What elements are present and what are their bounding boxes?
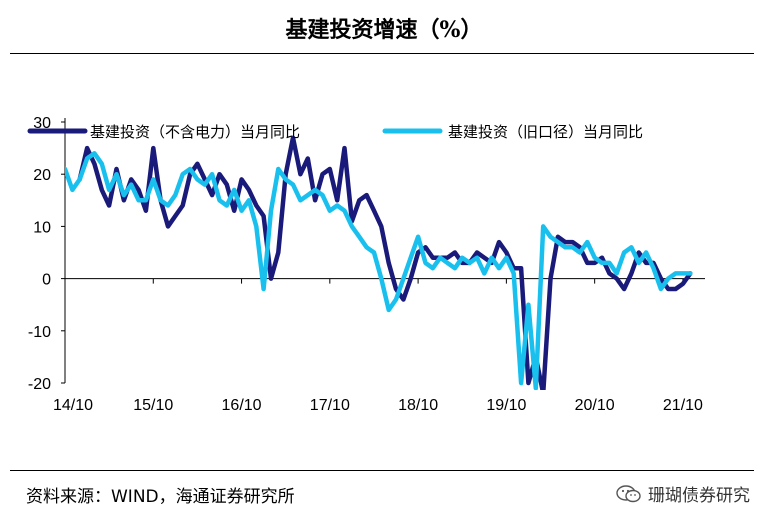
y-tick-label: 20 — [33, 167, 51, 184]
source-note: 资料来源：WIND，海通证券研究所 — [26, 487, 295, 507]
series-line-infra-excl-power — [77, 135, 693, 390]
wechat-icon — [616, 484, 641, 502]
x-tick-label: 18/10 — [398, 397, 438, 414]
y-tick-label: 10 — [33, 219, 51, 236]
chart-series — [65, 135, 693, 390]
y-tick-label: -10 — [28, 324, 51, 341]
title-divider — [10, 53, 754, 54]
legend-label: 基建投资（旧口径）当月同比 — [448, 123, 643, 141]
x-tick-label: 15/10 — [133, 397, 173, 414]
y-tick-label: 30 — [33, 115, 51, 132]
legend-label: 基建投资（不含电力）当月同比 — [90, 123, 300, 141]
watermark: 珊瑚债券研究 — [616, 481, 750, 506]
watermark-text: 珊瑚债券研究 — [648, 486, 750, 506]
x-tick-label: 20/10 — [575, 397, 615, 414]
chart-legend: 基建投资（不含电力）当月同比 基建投资（旧口径）当月同比 — [27, 123, 643, 141]
x-tick-label: 21/10 — [663, 397, 703, 414]
y-tick-label: 0 — [42, 272, 51, 289]
x-tick-label: 19/10 — [486, 397, 526, 414]
x-tick-label: 14/10 — [53, 397, 93, 414]
footer-divider — [10, 470, 754, 471]
page-title: 基建投资增速（%） — [285, 17, 483, 43]
x-tick-label: 16/10 — [222, 397, 262, 414]
x-tick-label: 17/10 — [310, 397, 350, 414]
series-line-infra-old-basis — [65, 151, 693, 390]
y-tick-label: -20 — [28, 376, 51, 393]
